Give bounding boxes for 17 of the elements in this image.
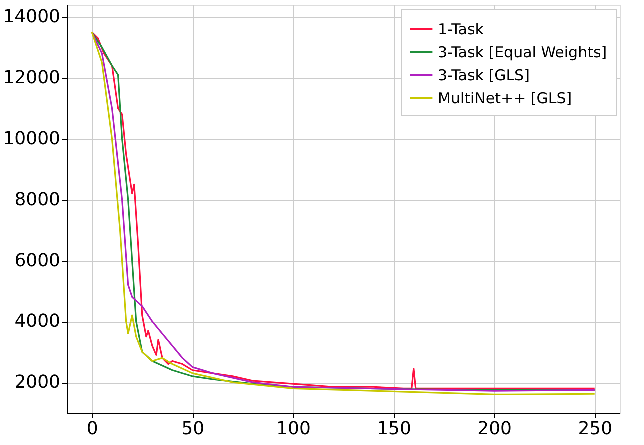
- y-tick-label: 2000: [14, 372, 60, 394]
- legend-label: 1-Task: [438, 20, 484, 38]
- y-tick-label: 12000: [3, 68, 60, 89]
- legend-label: MultiNet++ [GLS]: [438, 90, 572, 108]
- y-tick-label: 10000: [3, 128, 60, 150]
- y-tick-label: 4000: [14, 311, 60, 332]
- y-tick-label: 14000: [3, 6, 60, 28]
- y-tick-label: 6000: [14, 250, 60, 272]
- x-tick-label: 200: [478, 418, 512, 440]
- x-tick-label: 0: [86, 418, 98, 440]
- y-tick-label: 8000: [14, 189, 60, 210]
- legend-label: 3-Task [Equal Weights]: [438, 44, 608, 62]
- legend-label: 3-Task [GLS]: [438, 66, 530, 84]
- x-tick-label: 150: [377, 418, 412, 440]
- x-tick-label: 100: [276, 418, 311, 440]
- x-tick-label: 50: [182, 418, 205, 440]
- x-tick-label: 250: [578, 418, 613, 440]
